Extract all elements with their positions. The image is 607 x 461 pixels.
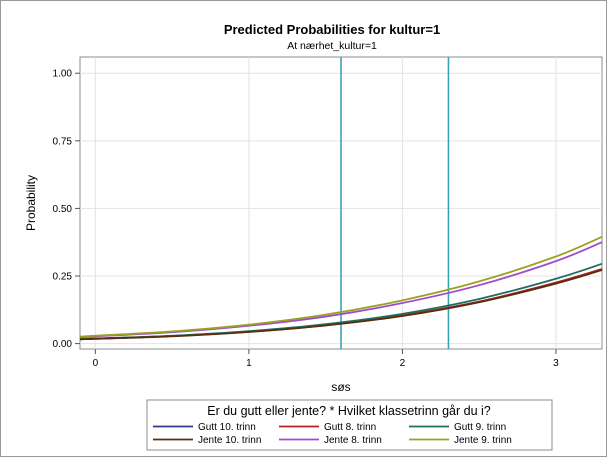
legend-label: Jente 8. trinn	[324, 435, 382, 446]
x-axis-ticks: 0 1 2 3	[93, 349, 559, 369]
x-axis-label: søs	[331, 380, 350, 394]
legend-box	[146, 399, 553, 451]
series-line	[79, 235, 603, 338]
chart-subtitle: At nærhet_kultur=1	[287, 40, 377, 52]
x-tick-label: 2	[400, 358, 406, 369]
reference-lines	[340, 57, 450, 349]
legend-label: Gutt 8. trinn	[324, 422, 376, 433]
y-tick-label: 0.50	[53, 204, 73, 215]
legend-label: Jente 10. trinn	[198, 435, 261, 446]
y-axis-ticks: 0.00 0.25 0.50 0.75 1.00	[53, 69, 80, 350]
legend-title: Er du gutt eller jente? * Hvilket klasse…	[207, 404, 491, 418]
legend-label: Jente 9. trinn	[454, 435, 512, 446]
legend-label: Gutt 10. trinn	[198, 422, 256, 433]
y-tick-label: 1.00	[53, 69, 73, 80]
x-tick-label: 1	[246, 358, 252, 369]
y-tick-label: 0.75	[53, 136, 73, 147]
legend-label: Gutt 9. trinn	[454, 422, 506, 433]
x-tick-label: 0	[93, 358, 99, 369]
chart-title: Predicted Probabilities for kultur=1	[224, 22, 440, 37]
series-lines	[79, 235, 603, 341]
gridlines	[80, 57, 602, 349]
x-tick-label: 3	[553, 358, 559, 369]
y-axis-label: Probability	[24, 175, 38, 231]
legend-entries: Gutt 10. trinn Gutt 8. trinn Gutt 9. trinn…	[153, 422, 512, 446]
y-tick-label: 0.25	[53, 272, 73, 283]
y-tick-label: 0.00	[53, 339, 73, 350]
series-line	[79, 269, 603, 341]
